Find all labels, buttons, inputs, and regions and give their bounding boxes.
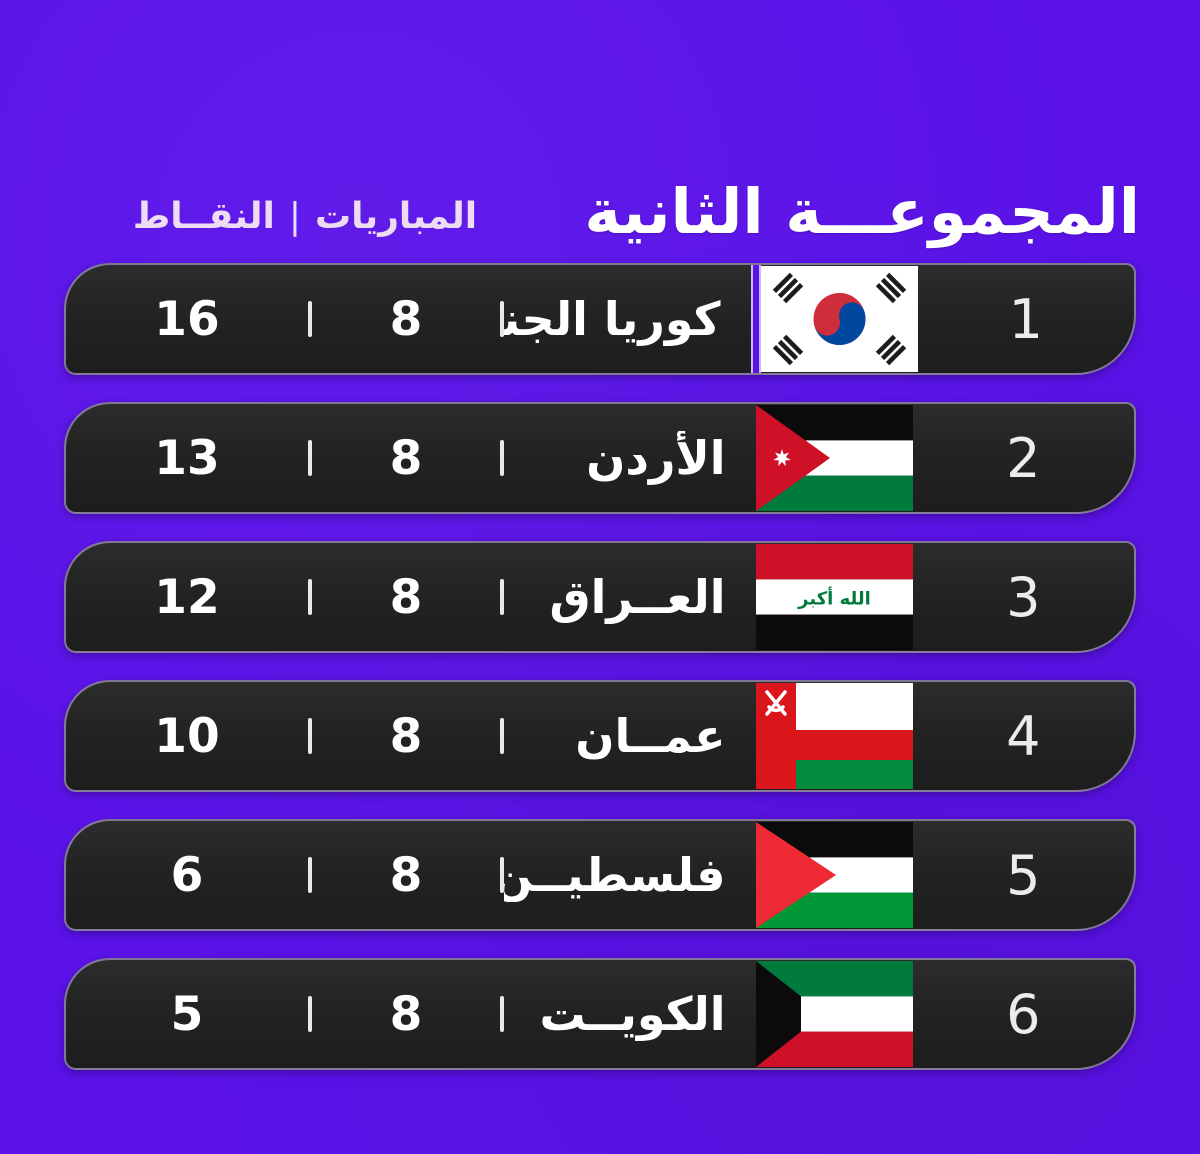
iraq-flag-icon: الله أكبر	[755, 544, 913, 650]
table-row: 13 8 الأردن 2	[64, 402, 1136, 514]
team-name: كوريا الجنوبية	[504, 292, 721, 346]
rank-number: 5	[1006, 843, 1041, 907]
column-separator	[308, 718, 312, 754]
page-title: المجموعـــة الثانية	[584, 174, 1140, 248]
matches-value: 8	[389, 708, 423, 764]
team-name: الأردن	[586, 431, 726, 485]
points-column-label: النقــاط	[132, 196, 275, 237]
table-row: 10 8 عمــان 4	[64, 680, 1136, 792]
oman-flag-icon	[755, 683, 913, 789]
columns-header: المباريات | النقــاط	[94, 196, 516, 237]
standings-table: 16 8 كوريا الجنوبية	[64, 263, 1136, 1070]
svg-text:الله أكبر: الله أكبر	[797, 587, 871, 610]
matches-value: 8	[389, 291, 423, 347]
kuwait-flag-icon	[755, 961, 913, 1067]
rank-number: 4	[1006, 704, 1041, 768]
jordan-flag-icon	[755, 405, 913, 511]
team-name: الكويــت	[539, 987, 726, 1041]
matches-value: 8	[389, 847, 423, 903]
header-separator: |	[288, 196, 301, 237]
rank-number: 2	[1006, 426, 1041, 490]
matches-value: 8	[389, 986, 423, 1042]
team-name: العــراق	[549, 570, 726, 624]
points-value: 10	[154, 708, 220, 764]
table-row: 6 8 فلسطيــن 5	[64, 819, 1136, 931]
matches-column-label: المباريات	[314, 196, 478, 237]
south-korea-flag-icon	[760, 266, 918, 372]
rank-number: 3	[1006, 565, 1041, 629]
column-separator	[500, 301, 504, 337]
column-separator	[308, 440, 312, 476]
table-row: 5 8 الكويــت 6	[64, 958, 1136, 1070]
column-separator	[308, 996, 312, 1032]
column-separator	[500, 718, 504, 754]
points-value: 12	[154, 569, 220, 625]
column-separator	[308, 857, 312, 893]
rank-number: 6	[1006, 982, 1041, 1046]
column-separator	[500, 857, 504, 893]
column-separator	[500, 579, 504, 615]
column-separator	[500, 440, 504, 476]
matches-value: 8	[389, 430, 423, 486]
points-value: 13	[154, 430, 220, 486]
team-name: فلسطيــن	[504, 848, 726, 902]
points-value: 6	[170, 847, 204, 903]
table-row: 12 8 العــراق الله أكبر 3	[64, 541, 1136, 653]
palestine-flag-icon	[755, 822, 913, 928]
rank-number: 1	[1008, 287, 1043, 351]
table-row: 16 8 كوريا الجنوبية	[64, 263, 1136, 375]
matches-value: 8	[389, 569, 423, 625]
column-separator	[308, 579, 312, 615]
column-separator	[308, 301, 312, 337]
column-separator	[500, 996, 504, 1032]
bar-gap	[750, 265, 761, 373]
points-value: 16	[154, 291, 220, 347]
points-value: 5	[170, 986, 204, 1042]
team-name: عمــان	[575, 709, 726, 763]
